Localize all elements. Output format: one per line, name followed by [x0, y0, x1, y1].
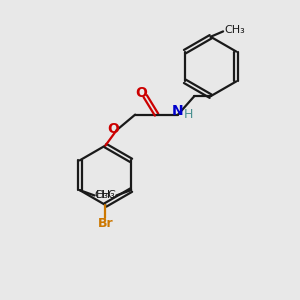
- Text: CH₃: CH₃: [94, 190, 115, 200]
- Text: H: H: [184, 108, 193, 121]
- Text: Br: Br: [98, 217, 113, 230]
- Text: CH₃: CH₃: [224, 25, 245, 35]
- Text: H₃C: H₃C: [95, 190, 116, 200]
- Text: O: O: [107, 122, 119, 136]
- Text: N: N: [172, 104, 184, 118]
- Text: O: O: [135, 85, 147, 100]
